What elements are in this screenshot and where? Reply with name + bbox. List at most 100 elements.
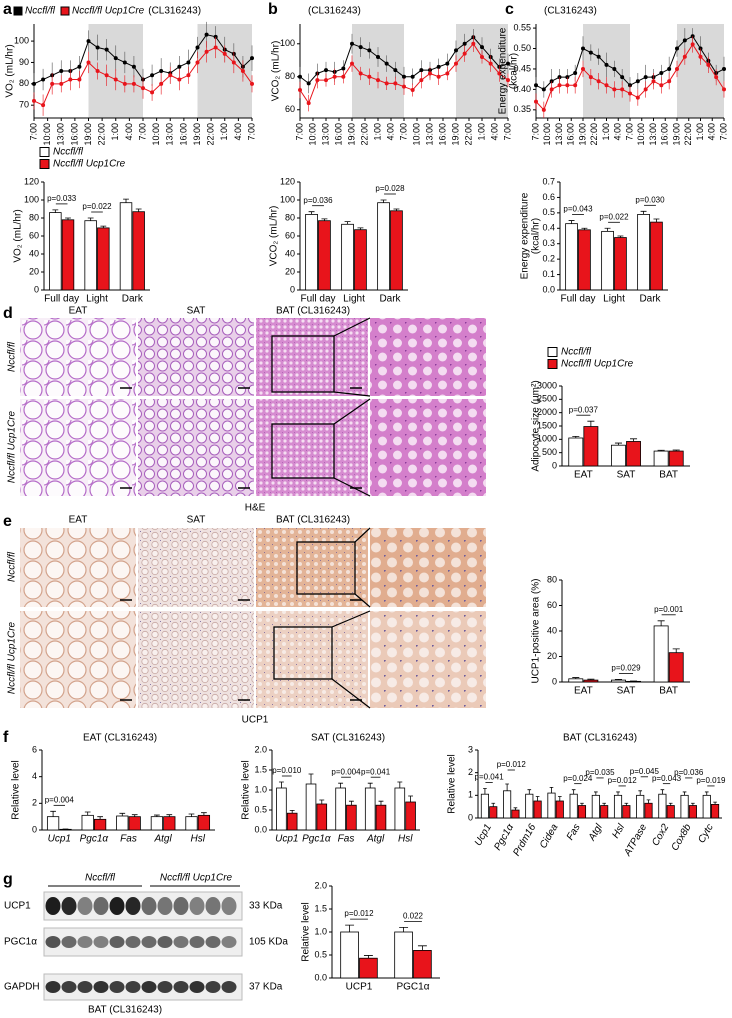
micrograph xyxy=(256,318,368,396)
bar xyxy=(591,794,600,819)
panel-letter: d xyxy=(3,305,13,322)
x-tick-label: BAT xyxy=(659,686,678,697)
error-bar xyxy=(188,813,195,817)
x-tick-label: Full day xyxy=(300,294,335,305)
error-bar xyxy=(319,799,325,804)
p-value: p=0.036 xyxy=(303,196,333,205)
p-value: p=0.022 xyxy=(599,212,629,221)
data-point xyxy=(393,81,398,86)
x-tick-label: 1:00 xyxy=(601,123,611,141)
y-tick-label: 0.4 xyxy=(542,223,555,233)
bar xyxy=(650,221,663,291)
error-bar xyxy=(587,420,595,427)
blot-band xyxy=(189,936,205,948)
column-label: BAT (CL316243) xyxy=(276,306,350,317)
p-value: p=0.043 xyxy=(652,774,682,783)
x-tick-label: 22:00 xyxy=(206,123,216,146)
y-tick-label: 0.0 xyxy=(542,284,555,294)
y-axis-label: VO₂ (mL/hr) xyxy=(13,209,24,262)
bar xyxy=(577,805,587,819)
data-point xyxy=(488,61,493,66)
group-label: Nccfl/fl Ucp1Cre xyxy=(160,873,233,884)
bar xyxy=(364,787,376,831)
blot-band xyxy=(45,936,61,948)
bar xyxy=(132,211,145,291)
x-tick-label: Light xyxy=(603,294,625,305)
y-tick-label: 40 xyxy=(285,248,295,258)
x-tick-label: 13:00 xyxy=(554,123,564,146)
p-value: p=0.043 xyxy=(563,205,593,214)
data-point xyxy=(667,66,672,71)
y-axis-label: Relative level xyxy=(11,760,22,819)
chart-title: (CL316243) xyxy=(148,6,201,17)
error-bar xyxy=(154,814,160,817)
bar xyxy=(583,426,599,467)
x-tick-label: 7:00 xyxy=(28,123,38,141)
error-bar xyxy=(568,220,575,224)
data-point xyxy=(454,61,458,66)
y-tick-label: 0.6 xyxy=(542,192,555,202)
bar xyxy=(702,794,711,819)
y-tick-label: 80 xyxy=(285,212,295,222)
y-tick-label: 0.1 xyxy=(542,269,555,279)
p-value: p=0.024 xyxy=(563,774,593,783)
blot-band xyxy=(157,981,173,993)
x-tick-label: Light xyxy=(343,294,365,305)
chart-title: SAT (CL316243) xyxy=(311,733,385,744)
data-point xyxy=(177,64,182,69)
bar xyxy=(390,210,403,291)
panel-letter: b xyxy=(268,1,278,18)
chart-title: (CL316243) xyxy=(544,6,597,17)
data-point xyxy=(675,46,679,51)
stain-label: UCP1 xyxy=(242,715,269,726)
data-point xyxy=(596,54,601,59)
x-tick-label: 16:00 xyxy=(333,123,343,146)
data-point xyxy=(659,83,664,88)
y-axis-label: (kcal/hr) xyxy=(531,218,542,254)
bar xyxy=(305,213,318,291)
data-point xyxy=(122,81,127,86)
data-point xyxy=(706,62,711,67)
p-value: p=0.004 xyxy=(331,767,361,776)
x-tick-label: Hsl xyxy=(398,834,413,845)
bar xyxy=(653,450,669,467)
data-point xyxy=(541,107,546,112)
x-tick-label: 1:00 xyxy=(110,123,120,141)
x-tick-label: Ucp1 xyxy=(275,834,298,845)
y-tick-label: 2.0 xyxy=(314,880,327,890)
data-point xyxy=(581,46,585,51)
x-tick-label: Light xyxy=(86,294,108,305)
x-tick-label: 7:00 xyxy=(246,123,256,141)
stain-label: H&E xyxy=(245,503,266,514)
legend-swatch xyxy=(60,6,70,16)
row-label: Nccfl/fl Ucp1Cre xyxy=(7,410,18,483)
bar xyxy=(666,805,675,819)
data-point xyxy=(557,83,562,88)
blot-band xyxy=(109,981,125,993)
data-point xyxy=(581,66,585,71)
blot-band xyxy=(77,897,93,915)
data-point xyxy=(410,74,415,79)
data-point xyxy=(104,47,109,52)
blot-band xyxy=(141,981,157,993)
x-tick-label: 10:00 xyxy=(307,123,317,146)
legend-label: Nccfl/fl Ucp1Cre xyxy=(561,359,634,370)
data-point xyxy=(195,45,200,50)
error-bar xyxy=(505,783,509,791)
x-tick-label: 19:00 xyxy=(450,123,460,146)
blot-band xyxy=(93,981,109,993)
data-point xyxy=(722,87,726,92)
x-tick-label: Fas xyxy=(565,822,583,842)
data-point xyxy=(77,64,82,69)
p-value: p=0.012 xyxy=(497,760,527,769)
y-tick-label: 90 xyxy=(19,57,29,67)
data-point xyxy=(722,66,726,71)
data-point xyxy=(240,69,245,73)
error-bar xyxy=(630,438,638,442)
zoom-box xyxy=(273,626,333,680)
y-tick-label: 0 xyxy=(290,284,295,294)
bar xyxy=(680,794,689,819)
error-bar xyxy=(638,790,643,796)
x-tick-label: 16:00 xyxy=(437,123,447,146)
x-tick-label: Hsl xyxy=(610,822,627,841)
